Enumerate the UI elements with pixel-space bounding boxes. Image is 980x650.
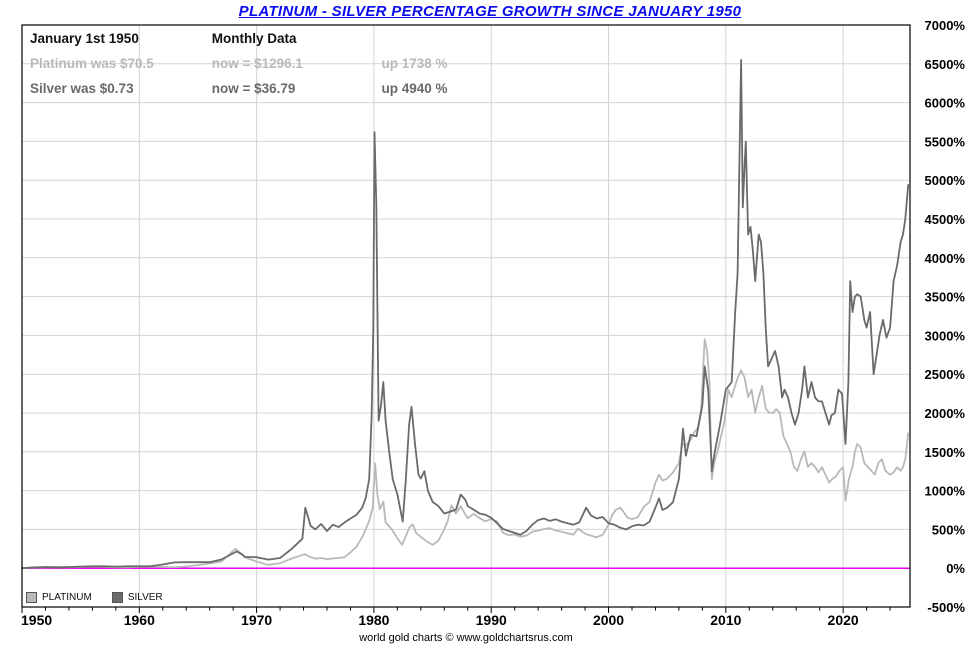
y-axis-label: 2000% (925, 406, 966, 421)
silver-now-label: now = $36.79 (211, 81, 296, 96)
y-axis-label: 500% (932, 522, 966, 537)
x-axis-label: 1980 (358, 612, 389, 628)
platinum-now-label: now = $1296.1 (211, 56, 303, 71)
platinum-line (21, 338, 910, 570)
platinum-was-label: Platinum was $70.5 (30, 56, 154, 71)
annotation-start-date: January 1st 1950 (30, 31, 139, 46)
silver-row: Silver was $0.73 now = $36.79 up 4940 % (30, 76, 448, 101)
y-axis-label: 6500% (925, 57, 966, 72)
y-axis-label: 4500% (925, 212, 966, 227)
platinum-row: Platinum was $70.5 now = $1296.1 up 1738… (30, 51, 448, 76)
y-axis-label: -500% (927, 600, 965, 615)
y-axis-label: 5000% (925, 173, 966, 188)
x-axis-label: 2000 (593, 612, 624, 628)
annotation-row-header: January 1st 1950 Monthly Data (30, 26, 448, 51)
y-axis-label: 1000% (925, 484, 966, 499)
y-axis-label: 3500% (925, 290, 966, 305)
legend-label-silver: SILVER (127, 592, 163, 603)
legend-label-platinum: PLATINUM (42, 592, 92, 603)
y-axis-label: 0% (946, 561, 965, 576)
plot-border (21, 24, 911, 608)
x-axis-label: 1990 (476, 612, 507, 628)
legend-item-silver: SILVER (111, 592, 163, 603)
legend: PLATINUM SILVER (26, 592, 163, 603)
x-axis-label: 2010 (710, 612, 741, 628)
silver-swatch-icon (111, 592, 123, 603)
platinum-up-label: up 1738 % (381, 56, 448, 71)
y-axis-label: 6000% (925, 96, 966, 111)
y-axis-label: 1500% (925, 445, 966, 460)
y-axis-label: 4000% (925, 251, 966, 266)
x-axis-label: 2020 (828, 612, 859, 628)
y-axis-label: 7000% (925, 18, 966, 33)
silver-line (21, 59, 910, 570)
legend-item-platinum: PLATINUM (26, 592, 92, 603)
y-axis-label: 5500% (925, 134, 966, 149)
footer-credit: world gold charts © www.goldchartsrus.co… (359, 632, 573, 644)
x-axis-label: 1970 (241, 612, 272, 628)
page-title: PLATINUM - SILVER PERCENTAGE GROWTH SINC… (238, 3, 742, 20)
y-axis-label: 2500% (925, 367, 966, 382)
platinum-swatch-icon (26, 592, 37, 603)
y-axis-label: 3000% (925, 328, 966, 343)
annotation-block: January 1st 1950 Monthly Data Platinum w… (30, 26, 448, 101)
x-axis-label: 1960 (124, 612, 155, 628)
x-axis-label: 1950 (21, 612, 52, 628)
silver-up-label: up 4940 % (381, 81, 448, 96)
annotation-frequency: Monthly Data (211, 31, 297, 46)
silver-was-label: Silver was $0.73 (30, 81, 134, 96)
